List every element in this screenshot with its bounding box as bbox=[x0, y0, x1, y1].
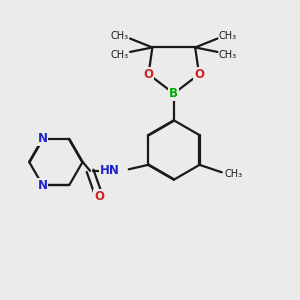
Text: B: B bbox=[169, 87, 178, 100]
Text: O: O bbox=[194, 68, 204, 81]
Text: CH₃: CH₃ bbox=[225, 169, 243, 179]
Text: HN: HN bbox=[100, 164, 120, 177]
Text: O: O bbox=[94, 190, 104, 202]
Text: N: N bbox=[38, 132, 47, 145]
Text: N: N bbox=[38, 178, 47, 192]
Text: O: O bbox=[143, 68, 154, 81]
Text: CH₃: CH₃ bbox=[219, 50, 237, 60]
Text: CH₃: CH₃ bbox=[219, 31, 237, 40]
Text: CH₃: CH₃ bbox=[111, 31, 129, 40]
Text: CH₃: CH₃ bbox=[111, 50, 129, 60]
